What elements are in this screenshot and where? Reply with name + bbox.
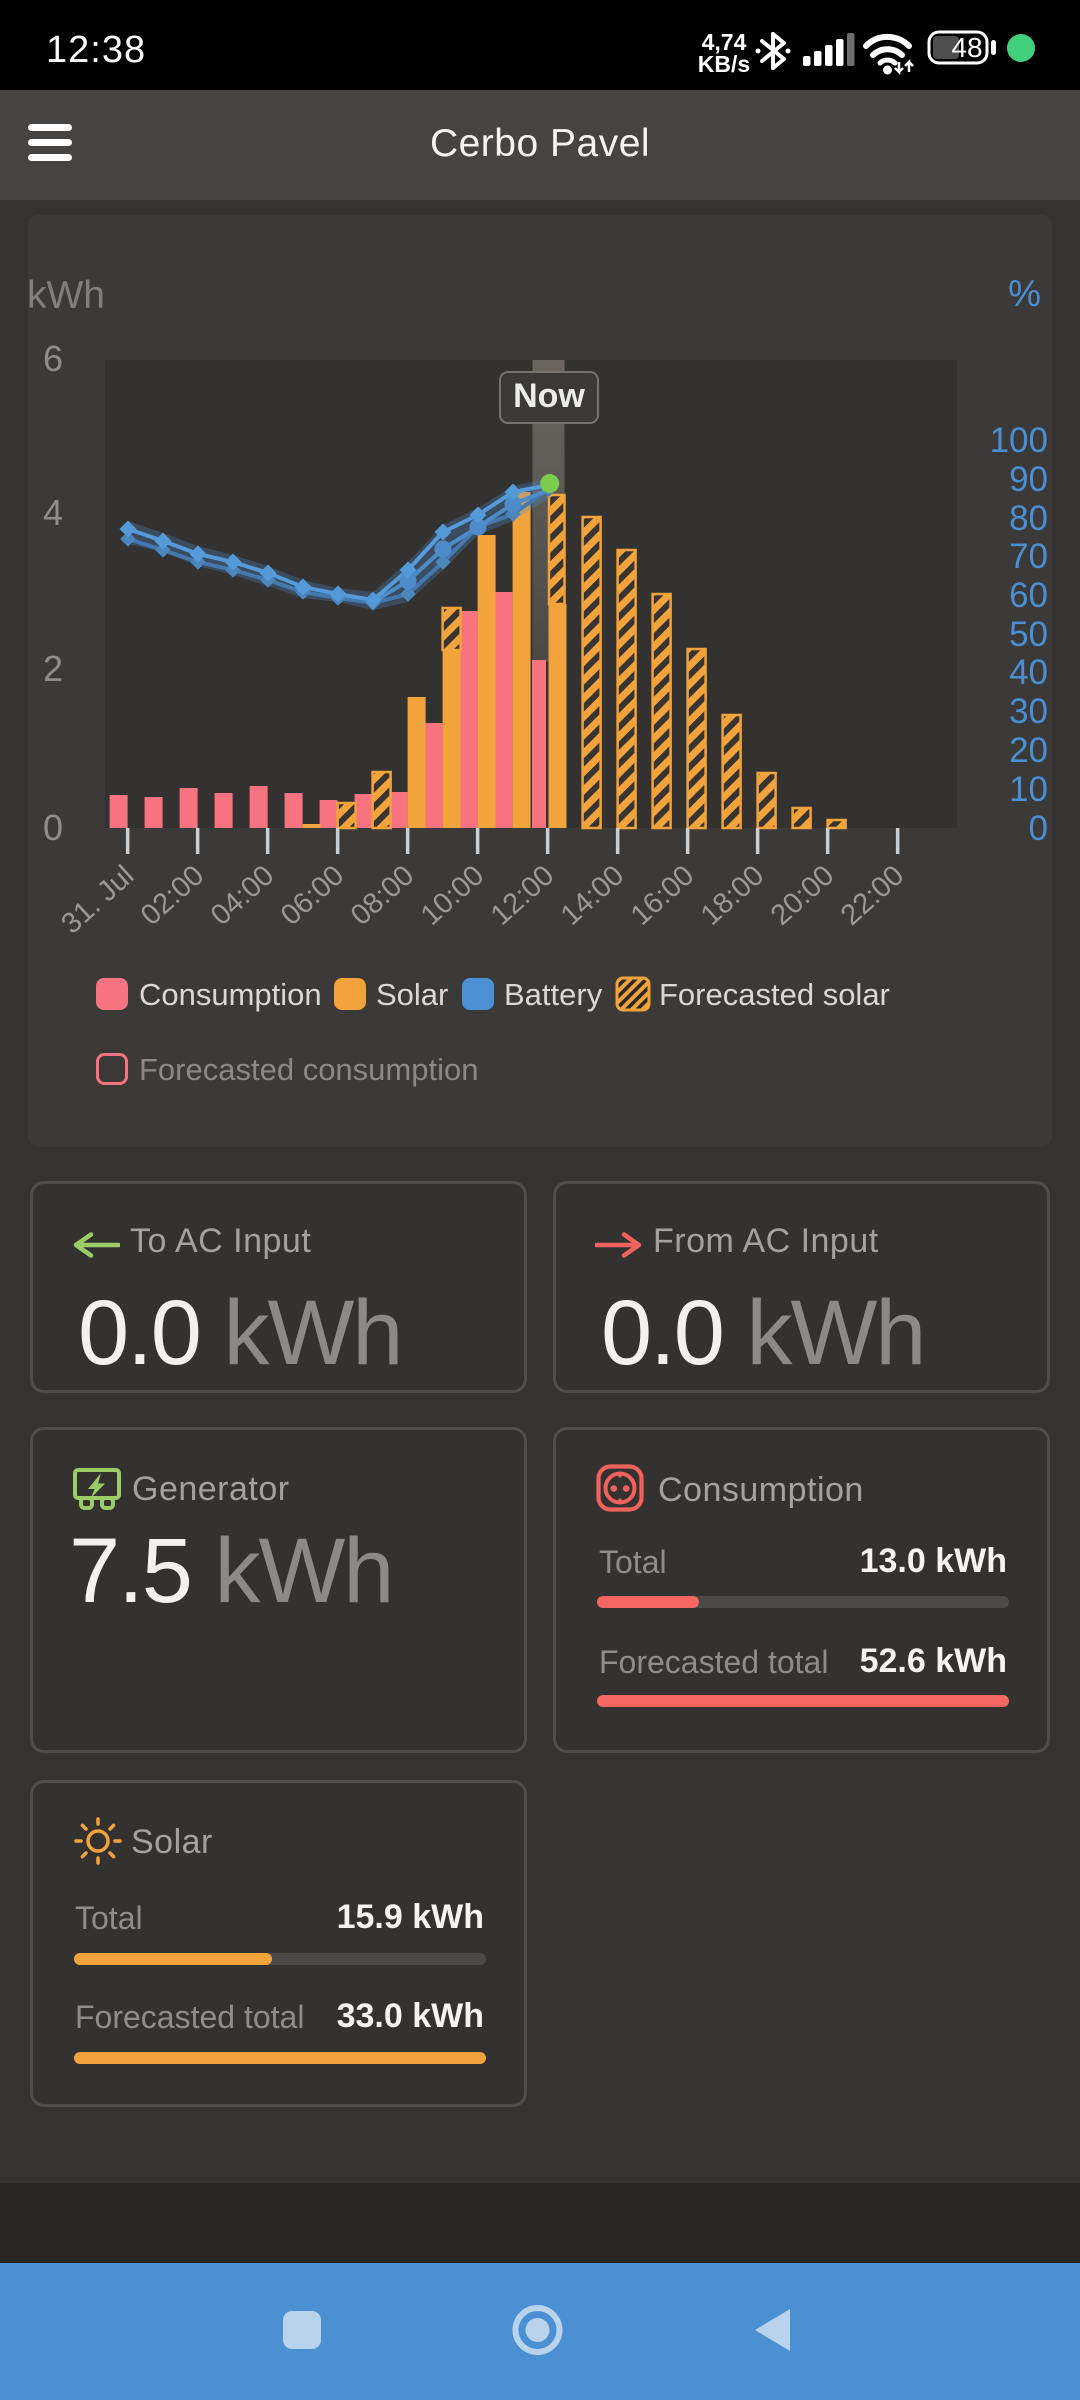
svg-text:80: 80 [1009, 499, 1048, 538]
svg-text:4,74: 4,74 [702, 29, 747, 55]
svg-text:60: 60 [1009, 576, 1048, 615]
svg-text:%: % [1008, 273, 1041, 314]
svg-text:Forecasted consumption: Forecasted consumption [139, 1052, 478, 1087]
svg-text:30: 30 [1009, 692, 1048, 731]
svg-text:20: 20 [1009, 731, 1048, 770]
svg-text:48: 48 [951, 32, 982, 63]
svg-text:10: 10 [1009, 770, 1048, 809]
svg-text:Forecasted solar: Forecasted solar [659, 977, 890, 1012]
svg-text:50: 50 [1009, 615, 1048, 654]
svg-text:Consumption: Consumption [139, 977, 322, 1012]
svg-text:Battery: Battery [504, 977, 603, 1012]
svg-text:100: 100 [990, 421, 1048, 460]
svg-text:2: 2 [43, 648, 63, 689]
svg-text:kWh: kWh [27, 274, 105, 317]
svg-text:90: 90 [1009, 460, 1048, 499]
svg-text:6: 6 [43, 338, 63, 379]
svg-text:0: 0 [1029, 809, 1048, 848]
svg-text:KB/s: KB/s [698, 51, 750, 77]
svg-text:40: 40 [1009, 653, 1048, 692]
svg-text:4: 4 [43, 492, 63, 533]
svg-text:70: 70 [1009, 537, 1048, 576]
svg-text:Solar: Solar [376, 977, 448, 1012]
svg-text:0: 0 [43, 807, 63, 848]
svg-text:Now: Now [513, 377, 585, 415]
